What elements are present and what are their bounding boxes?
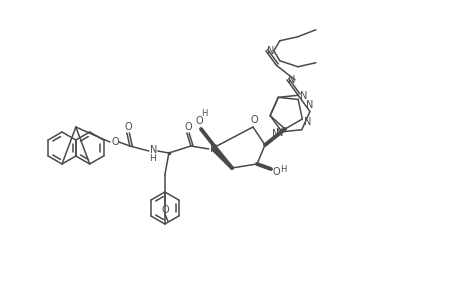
Text: O: O <box>195 116 202 126</box>
Text: O: O <box>250 115 257 125</box>
Text: N: N <box>306 100 313 110</box>
Text: N: N <box>300 92 307 101</box>
Text: H: H <box>201 109 207 118</box>
Text: O: O <box>184 122 191 132</box>
Text: N: N <box>150 145 157 155</box>
Text: N: N <box>272 129 279 139</box>
Text: O: O <box>111 137 118 147</box>
Text: N: N <box>303 117 310 127</box>
Text: N: N <box>288 75 295 85</box>
Text: O: O <box>161 205 168 215</box>
Text: H: H <box>279 164 285 173</box>
Text: H: H <box>149 154 156 163</box>
Text: O: O <box>124 122 131 132</box>
Text: N: N <box>276 128 283 138</box>
Text: N: N <box>267 46 274 56</box>
Text: N: N <box>210 144 217 154</box>
Text: O: O <box>272 167 279 177</box>
